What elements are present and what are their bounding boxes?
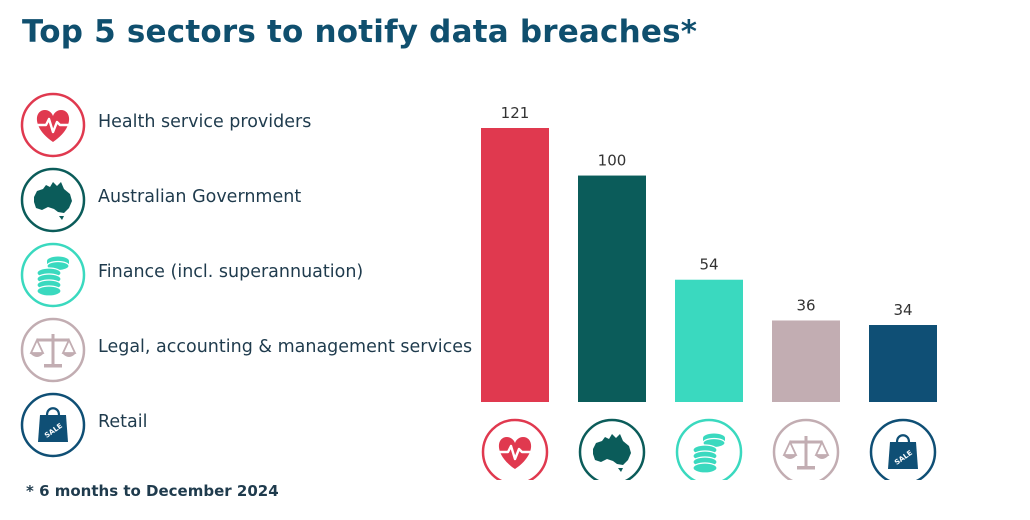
bar-4 [772,320,840,402]
chart-title: Top 5 sectors to notify data breaches* [22,14,698,50]
value-labels-group: 121 100 54 36 34 [501,104,913,319]
bar-1 [481,128,549,402]
bar-5 [869,325,937,402]
legend-label: Retail [98,412,148,432]
value-label-4: 36 [796,296,815,314]
scales-icon [20,317,86,383]
legend-item-health: Health service providers [20,92,470,158]
legend-label: Finance (incl. superannuation) [98,262,364,282]
legend-item-legal: Legal, accounting & management services [20,317,473,383]
value-label-2: 100 [598,152,627,170]
axis-shopping-bag-icon: SALE [869,418,937,480]
legend-label: Legal, accounting & management services [98,337,473,357]
value-label-1: 121 [501,104,530,122]
coin-stack-icon [20,242,86,308]
australia-map-icon [20,167,86,233]
bar-chart: 121 100 54 36 34 [481,104,937,480]
axis-coin-stack-icon [675,418,743,480]
legend-label: Australian Government [98,187,302,207]
value-label-3: 54 [699,256,718,274]
value-label-5: 34 [893,301,912,319]
bars-group [481,128,937,402]
bar-2 [578,175,646,402]
shopping-bag-icon: SALE [20,392,86,458]
bar-3 [675,279,743,402]
footnote: * 6 months to December 2024 [26,482,279,500]
legend-item-retail: SALE Retail [20,392,470,458]
axis-scales-icon [772,418,840,480]
axis-icons-group: SALE [481,418,937,480]
legend-item-government: Australian Government [20,167,470,233]
axis-australia-map-icon [578,418,646,480]
legend-label: Health service providers [98,112,312,132]
axis-heart-pulse-icon [481,418,549,480]
heart-pulse-icon [20,92,86,158]
legend-item-finance: Finance (incl. superannuation) [20,242,470,308]
